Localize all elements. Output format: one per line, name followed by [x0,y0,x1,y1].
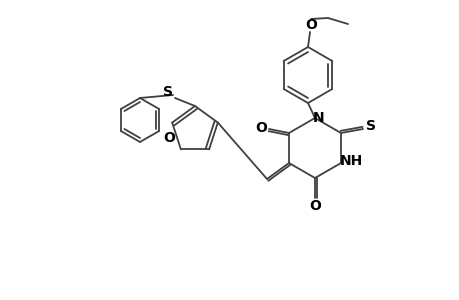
Text: O: O [255,121,266,135]
Text: S: S [365,119,375,133]
Text: NH: NH [339,154,362,168]
Text: N: N [313,111,324,125]
Text: O: O [304,18,316,32]
Text: S: S [162,85,173,99]
Text: O: O [162,131,174,146]
Text: O: O [308,199,320,213]
